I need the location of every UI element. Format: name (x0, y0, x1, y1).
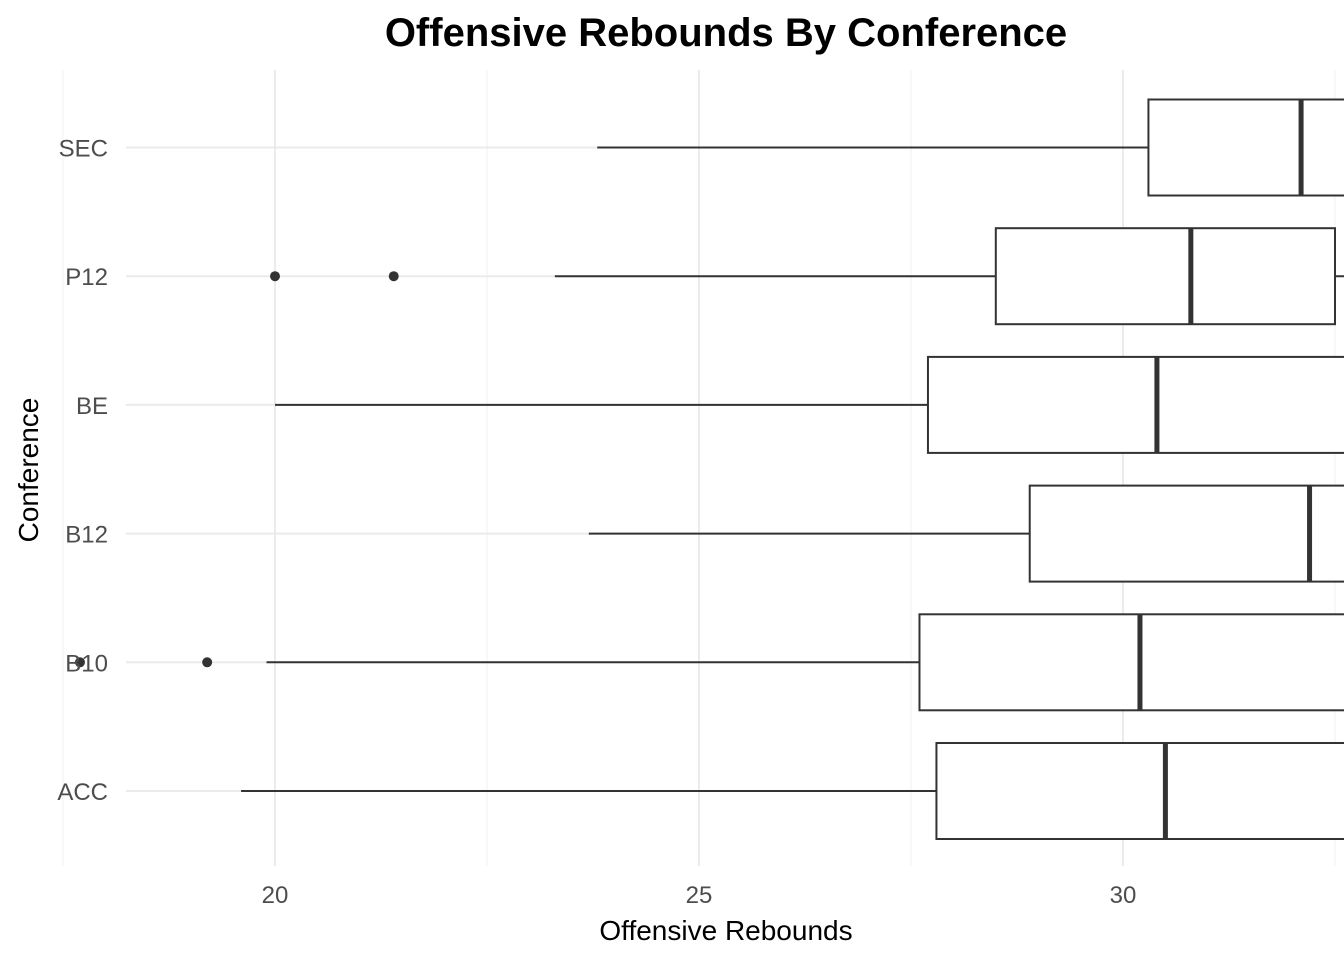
y-tick-label: SEC (59, 136, 108, 163)
iqr-box (994, 227, 1336, 326)
y-tick-label: P12 (65, 264, 108, 291)
iqr-box (1147, 98, 1344, 197)
iqr-box (926, 355, 1344, 454)
outlier-point (74, 657, 85, 668)
box-acc (241, 742, 1344, 840)
box-b10 (74, 613, 1344, 712)
outlier-point (270, 271, 280, 282)
box-be (275, 355, 1344, 454)
outlier-point (202, 657, 213, 668)
outlier-point (388, 271, 399, 282)
x-tick-label: 20 (262, 882, 289, 909)
y-axis-ticks: ACC B10 B12 BE P12 SEC (57, 136, 108, 807)
box-b12 (588, 484, 1344, 583)
y-tick-label: BE (76, 393, 108, 420)
iqr-box (1028, 484, 1344, 583)
x-axis-ticks: 2025303540 (262, 882, 1137, 909)
iqr-box (935, 742, 1344, 840)
boxes-group (74, 98, 1344, 840)
chart-title: Offensive Rebounds By Conference (385, 11, 1067, 55)
iqr-box (918, 613, 1344, 712)
y-tick-label: B12 (65, 522, 108, 549)
y-tick-label: B10 (65, 650, 108, 677)
box-sec (597, 98, 1344, 197)
x-axis-title: Offensive Rebounds (599, 915, 852, 946)
box-p12 (270, 227, 1344, 326)
x-tick-label: 30 (1110, 882, 1137, 909)
y-tick-label: ACC (57, 779, 108, 806)
x-tick-label: 25 (686, 882, 713, 909)
y-axis-title: Conference (13, 398, 44, 543)
